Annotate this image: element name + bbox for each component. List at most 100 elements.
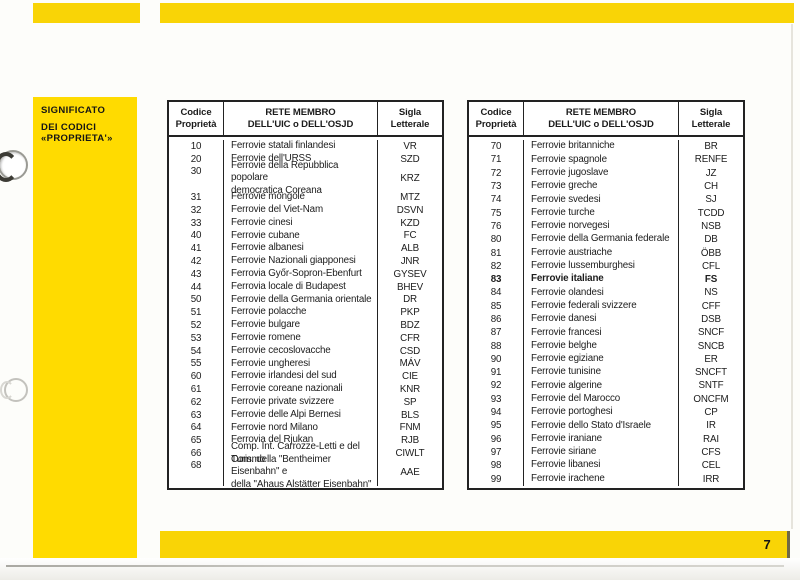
- table-row: 72 Ferrovie jugoslave JZ: [469, 166, 743, 180]
- cell-name: Ferrovie Nazionali giapponesi: [224, 255, 378, 268]
- cell-sigla: RJB: [400, 435, 420, 447]
- table-header: Codice Proprietà RETE MEMBRO DELL'UIC o …: [469, 102, 743, 137]
- table-row: 87 Ferrovie francesi SNCF: [469, 326, 743, 340]
- table-row: 51 Ferrovie polacche PKP: [169, 306, 442, 320]
- table-row: 70 Ferrovie britanniche BR: [469, 140, 743, 154]
- cell-sigla: BHEV: [396, 281, 424, 293]
- cell-sigla: NS: [704, 287, 718, 299]
- cell-code: 52: [169, 319, 224, 332]
- table-row: 52 Ferrovie bulgare BDZ: [169, 319, 442, 332]
- cell-name: Ferrovie olandesi: [524, 286, 679, 300]
- table-row: 73 Ferrovie greche CH: [469, 179, 743, 194]
- cell-code: 99: [469, 472, 524, 486]
- cell-code: 82: [469, 259, 524, 273]
- table-row: 95 Ferrovie dello Stato d'Israele IR: [469, 419, 743, 433]
- table-row: 31 Ferrovie mongole MTZ: [169, 191, 442, 204]
- top-bar-left-segment: [33, 3, 140, 23]
- cell-name: Ferrovie della Germania orientale: [224, 293, 378, 307]
- cell-name: Ferrovie turche: [524, 206, 679, 220]
- table-row: 98 Ferrovie libanesi CEL: [469, 459, 743, 473]
- table-body: 10 Ferrovie statali finlandesi VR 20 Ferrovi…: [169, 137, 442, 490]
- cell-name: Ferrovie cecoslovacche: [224, 344, 378, 358]
- cell-name: Ferrovie statali finlandesi: [224, 140, 378, 153]
- cell-sigla: ALB: [400, 243, 420, 255]
- table-row: 42 Ferrovie Nazionali giapponesi JNR: [169, 255, 442, 268]
- table-row: 44 Ferrovia locale di Budapest BHEV: [169, 280, 442, 294]
- cell-name: Ferrovie cubane: [224, 229, 378, 243]
- cell-name: Ferrovie jugoslave: [524, 166, 679, 180]
- cell-code: 95: [469, 419, 524, 433]
- cell-name: Ferrovie del Marocco: [524, 392, 679, 406]
- cell-sigla: BLS: [400, 409, 420, 421]
- table-body: 70 Ferrovie britanniche BR 71 Ferrovie spagn…: [469, 137, 743, 488]
- bottom-bar: 7: [160, 531, 790, 558]
- cell-name: Ferrovie belghe: [524, 339, 679, 353]
- sidebar-label-line1: SIGNIFICATO: [41, 105, 106, 116]
- cell-code: 73: [469, 179, 524, 194]
- cell-code: 41: [169, 242, 224, 256]
- header-rete-membro: RETE MEMBRO DELL'UIC o DELL'OSJD: [524, 102, 679, 135]
- cell-code: 75: [469, 206, 524, 220]
- cell-name: Ferrovie austriache: [524, 246, 679, 260]
- cell-sigla: SNTF: [698, 380, 724, 392]
- cell-name: Ferrovie norvegesi: [524, 219, 679, 234]
- cell-name: Ferrovie irlandesi del sud: [224, 370, 378, 384]
- cell-code: 66: [169, 447, 224, 460]
- cell-name: Ferrovia locale di Budapest: [224, 280, 378, 294]
- cell-name: Ferrovie dell'URSS: [224, 152, 378, 166]
- table-row: 80 Ferrovie della Germania federale DB: [469, 233, 743, 247]
- cell-code: 70: [469, 140, 524, 154]
- cell-sigla: CSD: [399, 345, 421, 357]
- table-row: 30 Ferrovie della Repubblica popolare dem…: [169, 160, 442, 196]
- cell-code: 31: [169, 191, 224, 204]
- cell-sigla: PKP: [400, 307, 420, 319]
- cell-name: Comp. Int. Carrozze-Letti e del Turismo: [224, 441, 378, 465]
- table-row: 82 Ferrovie lussemburghesi CFL: [469, 259, 743, 273]
- cell-name: Ferrovie private svizzere: [224, 395, 378, 409]
- cell-name: Ferrovie spagnole: [524, 153, 679, 167]
- cell-code: 94: [469, 405, 524, 420]
- cell-name: Ferrovie britanniche: [524, 140, 679, 154]
- cell-sigla: CFR: [400, 332, 420, 344]
- cell-name: Ferrovie cinesi: [224, 216, 378, 230]
- cell-sigla: NSB: [701, 220, 721, 232]
- cell-name: Ferrovie polacche: [224, 306, 378, 320]
- cell-code: 53: [169, 331, 224, 345]
- cell-code: 84: [469, 286, 524, 300]
- table-row: 91 Ferrovie tunisine SNCFT: [469, 366, 743, 380]
- scan-bottom-strip: [0, 558, 800, 580]
- cell-sigla: RENFE: [694, 154, 728, 166]
- cell-name: Ferrovie egiziane: [524, 352, 679, 367]
- cell-code: 86: [469, 312, 524, 327]
- cell-sigla: SJ: [705, 194, 717, 206]
- scan-bottom-shadow-line: [6, 565, 784, 567]
- cell-sigla: ÖBB: [700, 247, 722, 259]
- codes-table-left: Codice Proprietà RETE MEMBRO DELL'UIC o …: [167, 100, 444, 490]
- binder-ring-bottom-icon: [0, 381, 14, 399]
- table-row: 75 Ferrovie turche TCDD: [469, 206, 743, 220]
- cell-name: Ferrovia del Rjukan: [224, 434, 378, 448]
- cell-sigla: CFL: [701, 260, 721, 272]
- cell-code: 85: [469, 299, 524, 313]
- cell-sigla: SP: [403, 396, 417, 408]
- cell-code: 64: [169, 421, 224, 435]
- cell-sigla: FNM: [399, 422, 421, 434]
- cell-code: 32: [169, 203, 224, 217]
- table-row: 63 Ferrovie delle Alpi Bernesi BLS: [169, 408, 442, 422]
- page-right-edge: [791, 24, 793, 529]
- table-row: 62 Ferrovie private svizzere SP: [169, 395, 442, 409]
- cell-code: 40: [169, 229, 224, 243]
- cell-code: 87: [469, 326, 524, 340]
- cell-name: Ferrovie irachene: [524, 472, 679, 486]
- cell-sigla: FC: [403, 230, 417, 242]
- cell-code: 30: [169, 165, 224, 192]
- table-row: 32 Ferrovie del Viet-Nam DSVN: [169, 203, 442, 217]
- cell-code: 98: [469, 459, 524, 473]
- cell-name: Ferrovie greche: [524, 179, 679, 194]
- cell-name: Ferrovia Győr-Sopron-Ebenfurt: [224, 267, 378, 281]
- table-row: 74 Ferrovie svedesi SJ: [469, 193, 743, 207]
- cell-name: Ferrovie federali svizzere: [524, 299, 679, 313]
- cell-name: Ferrovie della Repubblica popolare democ…: [224, 160, 378, 196]
- cell-name: Ferrovie nord Milano: [224, 421, 378, 435]
